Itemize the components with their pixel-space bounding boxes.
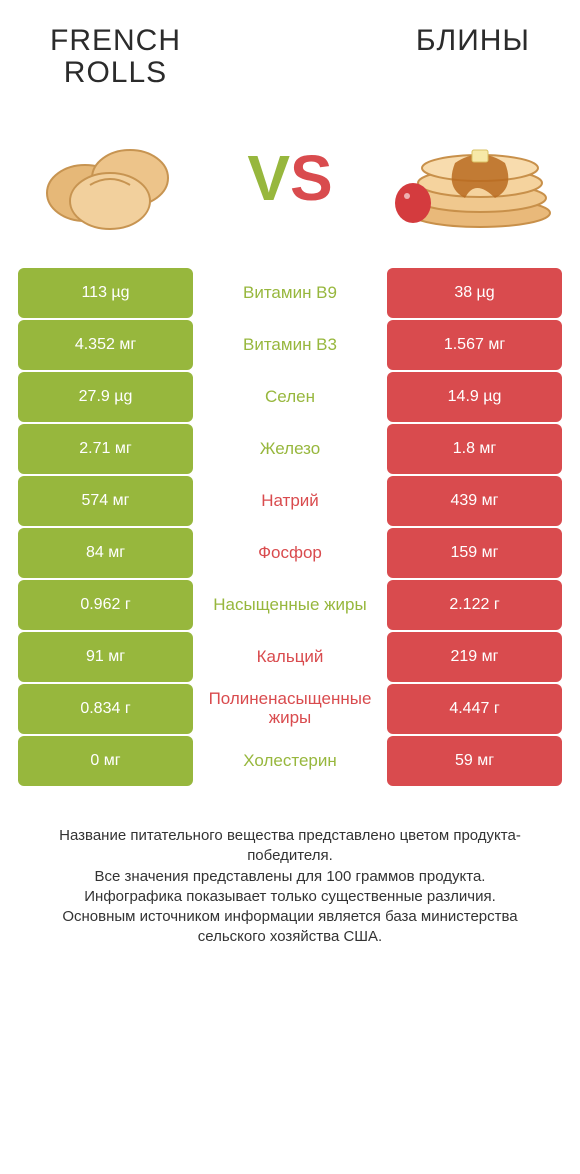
value-left: 113 µg [18, 268, 193, 318]
vs-s: S [290, 142, 333, 214]
table-row: 574 мгНатрий439 мг [18, 476, 562, 526]
pancakes-icon [380, 118, 560, 238]
value-right: 2.122 г [387, 580, 562, 630]
value-right: 159 мг [387, 528, 562, 578]
footer-line-1: Название питательного вещества представл… [28, 826, 552, 867]
value-right: 219 мг [387, 632, 562, 682]
nutrient-table: 113 µgВитамин B938 µg4.352 мгВитамин B31… [0, 268, 580, 786]
value-right: 59 мг [387, 736, 562, 786]
value-right: 4.447 г [387, 684, 562, 734]
value-right: 38 µg [387, 268, 562, 318]
header-titles: FRENCH ROLLS БЛИНЫ [0, 0, 580, 103]
nutrient-name: Селен [193, 372, 387, 422]
title-left-line2: ROLLS [50, 57, 181, 89]
nutrient-name: Витамин B9 [193, 268, 387, 318]
product-left-title: FRENCH ROLLS [50, 25, 181, 88]
value-left: 0.834 г [18, 684, 193, 734]
table-row: 0.834 гПолиненасыщенные жиры4.447 г [18, 684, 562, 734]
nutrient-name: Насыщенные жиры [193, 580, 387, 630]
value-left: 4.352 мг [18, 320, 193, 370]
value-left: 27.9 µg [18, 372, 193, 422]
table-row: 0 мгХолестерин59 мг [18, 736, 562, 786]
nutrient-name: Фосфор [193, 528, 387, 578]
table-row: 0.962 гНасыщенные жиры2.122 г [18, 580, 562, 630]
product-right-title: БЛИНЫ [416, 25, 530, 88]
value-left: 0.962 г [18, 580, 193, 630]
nutrient-name: Железо [193, 424, 387, 474]
nutrient-name: Полиненасыщенные жиры [193, 684, 387, 734]
value-left: 91 мг [18, 632, 193, 682]
table-row: 2.71 мгЖелезо1.8 мг [18, 424, 562, 474]
french-rolls-icon [20, 118, 200, 238]
nutrient-name: Витамин B3 [193, 320, 387, 370]
footer-notes: Название питательного вещества представл… [0, 786, 580, 948]
footer-line-4: Основным источником информации является … [28, 907, 552, 948]
value-left: 2.71 мг [18, 424, 193, 474]
table-row: 91 мгКальций219 мг [18, 632, 562, 682]
table-row: 4.352 мгВитамин B31.567 мг [18, 320, 562, 370]
vs-v: V [247, 142, 290, 214]
value-right: 1.567 мг [387, 320, 562, 370]
value-left: 0 мг [18, 736, 193, 786]
nutrient-name: Холестерин [193, 736, 387, 786]
nutrient-name: Кальций [193, 632, 387, 682]
value-left: 84 мг [18, 528, 193, 578]
vs-label: VS [247, 141, 332, 215]
table-row: 113 µgВитамин B938 µg [18, 268, 562, 318]
value-right: 439 мг [387, 476, 562, 526]
value-right: 14.9 µg [387, 372, 562, 422]
table-row: 84 мгФосфор159 мг [18, 528, 562, 578]
footer-line-2: Все значения представлены для 100 граммо… [28, 867, 552, 887]
nutrient-name: Натрий [193, 476, 387, 526]
title-left-line1: FRENCH [50, 25, 181, 57]
footer-line-3: Инфографика показывает только существенн… [28, 887, 552, 907]
table-row: 27.9 µgСелен14.9 µg [18, 372, 562, 422]
title-right-text: БЛИНЫ [416, 25, 530, 57]
value-left: 574 мг [18, 476, 193, 526]
value-right: 1.8 мг [387, 424, 562, 474]
product-images-row: VS [0, 103, 580, 268]
